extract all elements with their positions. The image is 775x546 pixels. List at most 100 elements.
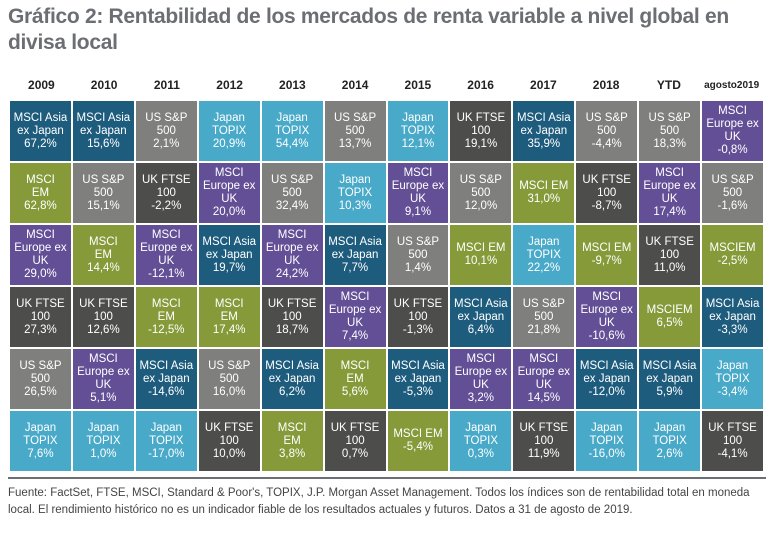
index-name: MSCI EM	[456, 242, 506, 254]
index-name: US S&P 500	[145, 111, 188, 137]
index-name: Japan TOPIX	[86, 421, 121, 447]
return-value: -4,1%	[717, 447, 748, 460]
return-value: 19,1%	[464, 137, 498, 150]
return-value: 5,1%	[90, 392, 117, 404]
quilt-cell: MSCI EM 17,4%	[198, 287, 260, 347]
index-name: MSCI Asia ex Japan	[265, 359, 319, 385]
index-name: Japan TOPIX	[274, 111, 310, 137]
quilt-cell: UK FTSE 100 10,0%	[198, 411, 260, 471]
index-name: MSCI Europe ex UK	[391, 167, 445, 205]
return-value: 20,9%	[212, 137, 246, 150]
quilt-cell: Japan TOPIX 1,0%	[72, 411, 134, 471]
quilt-cell: MSCI EM 14,4%	[72, 225, 134, 285]
quilt-cell: MSCI EM -12,5%	[135, 287, 197, 347]
quilt-cell: MSCI EM 62,8%	[10, 163, 71, 223]
return-value: 2,6%	[656, 447, 683, 460]
quilt-cell: MSCI EM 3,8%	[261, 411, 323, 471]
index-name: MSCIEM	[646, 304, 693, 316]
column-header: 2010	[90, 78, 118, 92]
return-value: 11,9%	[527, 447, 560, 460]
quilt-cell: Japan TOPIX 12,1%	[387, 101, 449, 161]
index-name: UK FTSE 100	[267, 297, 317, 323]
quilt-cell: Japan TOPIX 7,6%	[10, 411, 71, 471]
quilt-cell: MSCI EM -9,7%	[576, 225, 638, 285]
index-name: Japan TOPIX	[149, 421, 184, 447]
index-name: MSCI Europe ex UK	[580, 291, 633, 329]
index-name: UK FTSE 100	[645, 235, 694, 261]
return-value: -14,6%	[148, 385, 185, 398]
return-value: 0,3%	[467, 447, 494, 460]
index-name: MSCI Asia ex Japan	[202, 235, 257, 261]
return-value: 11,0%	[653, 261, 686, 274]
index-name: MSCI EM	[151, 297, 181, 323]
index-name: US S&P 500	[19, 359, 62, 385]
quilt-cell: US S&P 500 1,4%	[387, 225, 449, 285]
quilt-cell: Japan TOPIX -17,0%	[135, 411, 197, 471]
return-value: 10,1%	[464, 255, 498, 267]
index-name: MSCI Asia ex Japan	[76, 111, 131, 137]
quilt-cell: Japan TOPIX 10,3%	[324, 163, 386, 223]
return-value: 2,1%	[153, 137, 180, 150]
return-value: 3,8%	[279, 447, 306, 460]
quilt-cell: MSCI Asia ex Japan 19,7%	[198, 225, 260, 285]
return-value: 5,9%	[656, 385, 683, 398]
return-value: -12,0%	[588, 385, 625, 398]
quilt-cell: MSCI EM 31,0%	[513, 163, 575, 223]
column-header: 2011	[153, 78, 180, 92]
return-value: 27,3%	[24, 323, 57, 336]
quilt-cell: UK FTSE 100 18,7%	[261, 287, 323, 347]
quilt-cell: US S&P 500 18,3%	[639, 101, 701, 161]
return-value: -1,3%	[402, 323, 433, 336]
quilt-cell: Japan TOPIX -3,4%	[702, 349, 763, 409]
return-value: 22,2%	[527, 261, 561, 274]
quilt-cell: Japan TOPIX 20,9%	[198, 101, 260, 161]
index-name: Japan TOPIX	[212, 111, 247, 137]
quilt-cell: MSCIEM -2,5%	[702, 225, 763, 285]
index-name: UK FTSE 100	[79, 297, 128, 323]
quilt-cell: MSCI Europe ex UK 17,4%	[639, 163, 701, 223]
return-value: -8,7%	[591, 199, 622, 212]
return-value: -16,0%	[588, 447, 625, 460]
quilt-cell: MSCI Europe ex UK -12,1%	[135, 225, 197, 285]
index-name: MSCI Europe ex UK	[517, 353, 570, 391]
index-name: MSCI Europe ex UK	[140, 229, 193, 267]
return-value: 21,8%	[527, 323, 561, 336]
index-name: MSCI Asia ex Japan	[328, 235, 382, 261]
return-value: 54,4%	[275, 137, 309, 150]
index-name: Japan TOPIX	[23, 421, 58, 447]
index-name: US S&P 500	[711, 173, 754, 199]
quilt-cell: MSCI Asia ex Japan 5,9%	[639, 349, 701, 409]
quilt-cell: Japan TOPIX -16,0%	[576, 411, 638, 471]
quilt-cell: UK FTSE 100 -2,2%	[135, 163, 197, 223]
quilt-cell: US S&P 500 16,0%	[198, 349, 260, 409]
return-value: 7,6%	[27, 447, 54, 460]
quilt-cell: UK FTSE 100 11,9%	[513, 411, 575, 471]
return-value: 6,4%	[467, 323, 494, 336]
index-name: Japan TOPIX	[526, 235, 561, 261]
return-value: 20,0%	[212, 206, 246, 218]
quilt-cell: MSCI Asia ex Japan -12,0%	[576, 349, 638, 409]
index-name: Japan TOPIX	[337, 173, 373, 199]
index-name: UK FTSE 100	[456, 111, 506, 137]
index-name: MSCI Europe ex UK	[328, 291, 382, 329]
column-header: 2018	[592, 78, 620, 92]
return-value: 62,8%	[24, 199, 57, 212]
index-name: US S&P 500	[82, 173, 125, 199]
quilt-cell: MSCI Europe ex UK 5,1%	[72, 349, 134, 409]
return-value: 29,0%	[24, 268, 57, 280]
return-value: 67,2%	[24, 137, 57, 150]
index-name: MSCIEM	[709, 242, 756, 254]
return-value: 15,1%	[87, 199, 120, 212]
quilt-cell: MSCI EM 10,1%	[450, 225, 512, 285]
quilt-cell: UK FTSE 100 11,0%	[639, 225, 701, 285]
index-name: MSCI Europe ex UK	[454, 353, 508, 391]
quilt-cell: MSCI Europe ex UK 3,2%	[450, 349, 512, 409]
quilt-cell: MSCI Asia ex Japan 35,9%	[513, 101, 575, 161]
return-value: -3,3%	[717, 323, 748, 336]
index-name: MSCI Asia ex Japan	[705, 297, 760, 323]
column-header: agosto 2019	[704, 79, 760, 91]
quilt-cell: MSCI EM -5,4%	[387, 411, 449, 471]
quilt-cell: UK FTSE 100 19,1%	[450, 101, 512, 161]
quilt-cell: US S&P 500 26,5%	[10, 349, 71, 409]
returns-quilt-grid: MSCI Asia ex Japan 67,2% MSCI Asia ex Japa…	[10, 101, 763, 471]
